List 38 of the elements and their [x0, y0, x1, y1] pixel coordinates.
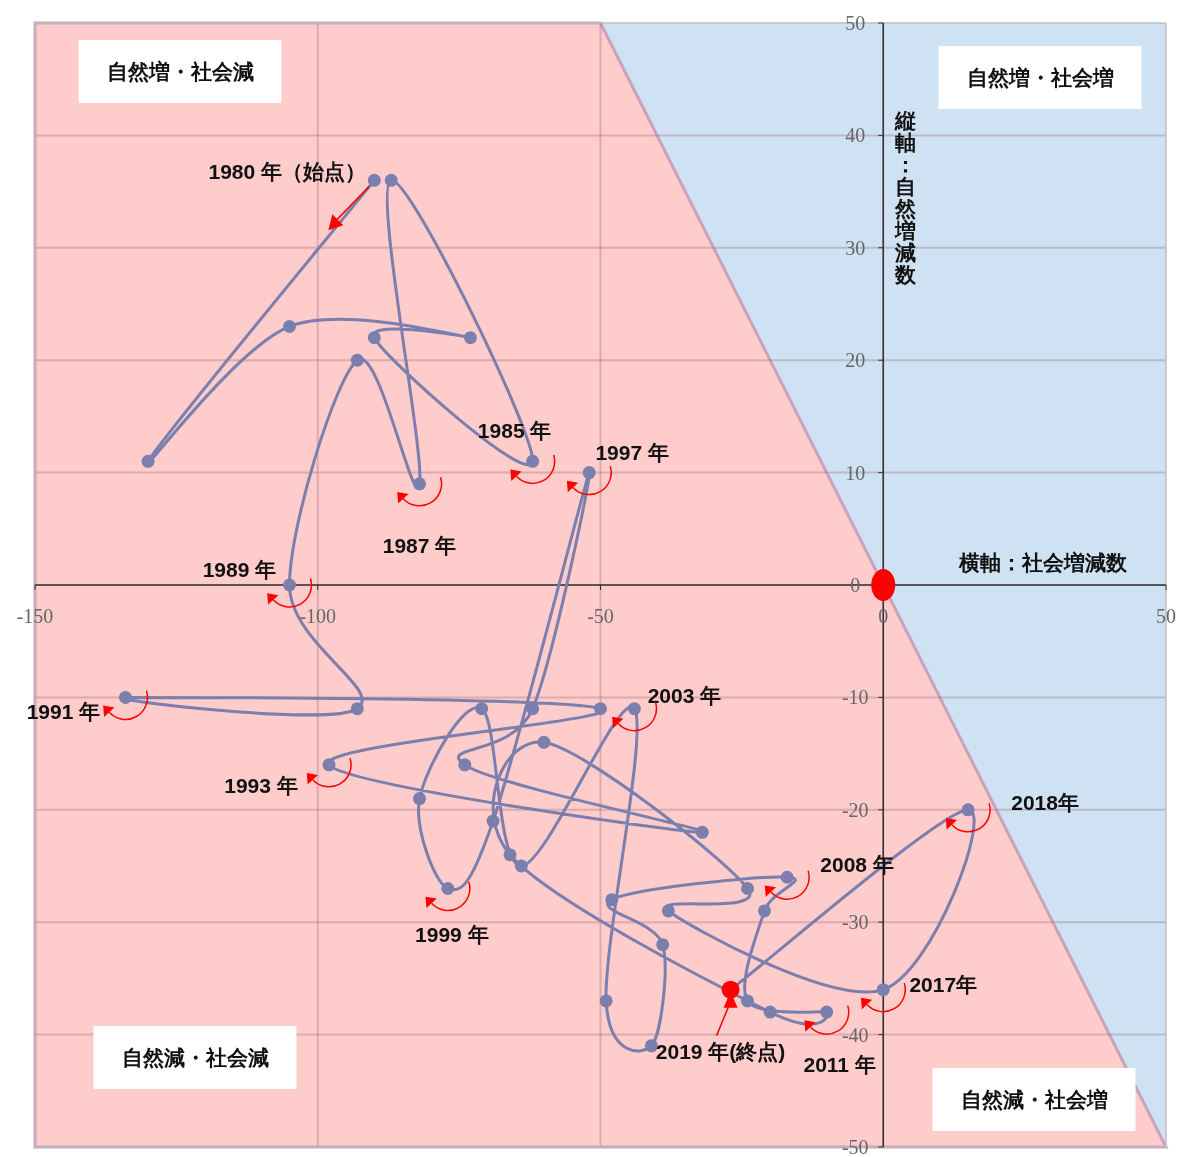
annotation: 1999 年: [415, 923, 489, 947]
y-tick-label: -30: [841, 911, 869, 934]
y-tick-label: 30: [845, 236, 866, 259]
region-label: 自然増・社会増: [938, 46, 1142, 109]
annotation: 1993 年: [224, 773, 298, 797]
annotation: 2018年: [1011, 790, 1079, 814]
annotation: 1991 年: [26, 700, 101, 724]
y-tick-label: -40: [841, 1023, 869, 1046]
annotation: 1987 年: [382, 533, 457, 557]
region-label: 自然減・社会減: [93, 1026, 297, 1089]
y-tick-label: -20: [841, 798, 869, 821]
x-tick-label: 50: [1156, 605, 1176, 627]
annotation: 自然増・社会減: [106, 60, 254, 83]
annotation: 1997 年: [595, 440, 669, 464]
annotation: 2019 年(終点): [655, 1039, 786, 1064]
y-tick-label: 40: [845, 124, 866, 147]
y-tick-label: -50: [841, 1136, 869, 1157]
x-tick-label: -150: [16, 605, 54, 627]
y-tick-label: 50: [845, 12, 866, 34]
y-tick-label: -10: [841, 686, 869, 709]
annotation: 2003 年: [647, 683, 722, 707]
annotation: 2019 年(終点): [655, 991, 786, 1063]
x-tick-label: -100: [299, 605, 337, 627]
region-label: 自然減・社会増: [932, 1068, 1136, 1131]
annotation: 自然減・社会増: [960, 1088, 1108, 1111]
annotation: 1985 年: [477, 419, 552, 443]
annotation: 自然増・社会増: [966, 66, 1114, 89]
annotation: 2011 年: [803, 1053, 876, 1077]
region-label: 自然増・社会減: [78, 40, 282, 103]
annotation: 1980 年（始点）: [208, 160, 367, 184]
annotation: 自然減・社会減: [121, 1046, 269, 1069]
y-axis-title: 縦軸：自然増減数: [893, 109, 917, 286]
y-tick-label: 20: [845, 349, 866, 372]
x-tick-label: -50: [587, 605, 614, 627]
x-axis-title: 横軸：社会増減数: [958, 551, 1128, 574]
y-tick-label: 10: [845, 461, 866, 484]
annotation: 1989 年: [202, 558, 277, 581]
annotation: 2017年: [909, 972, 978, 996]
